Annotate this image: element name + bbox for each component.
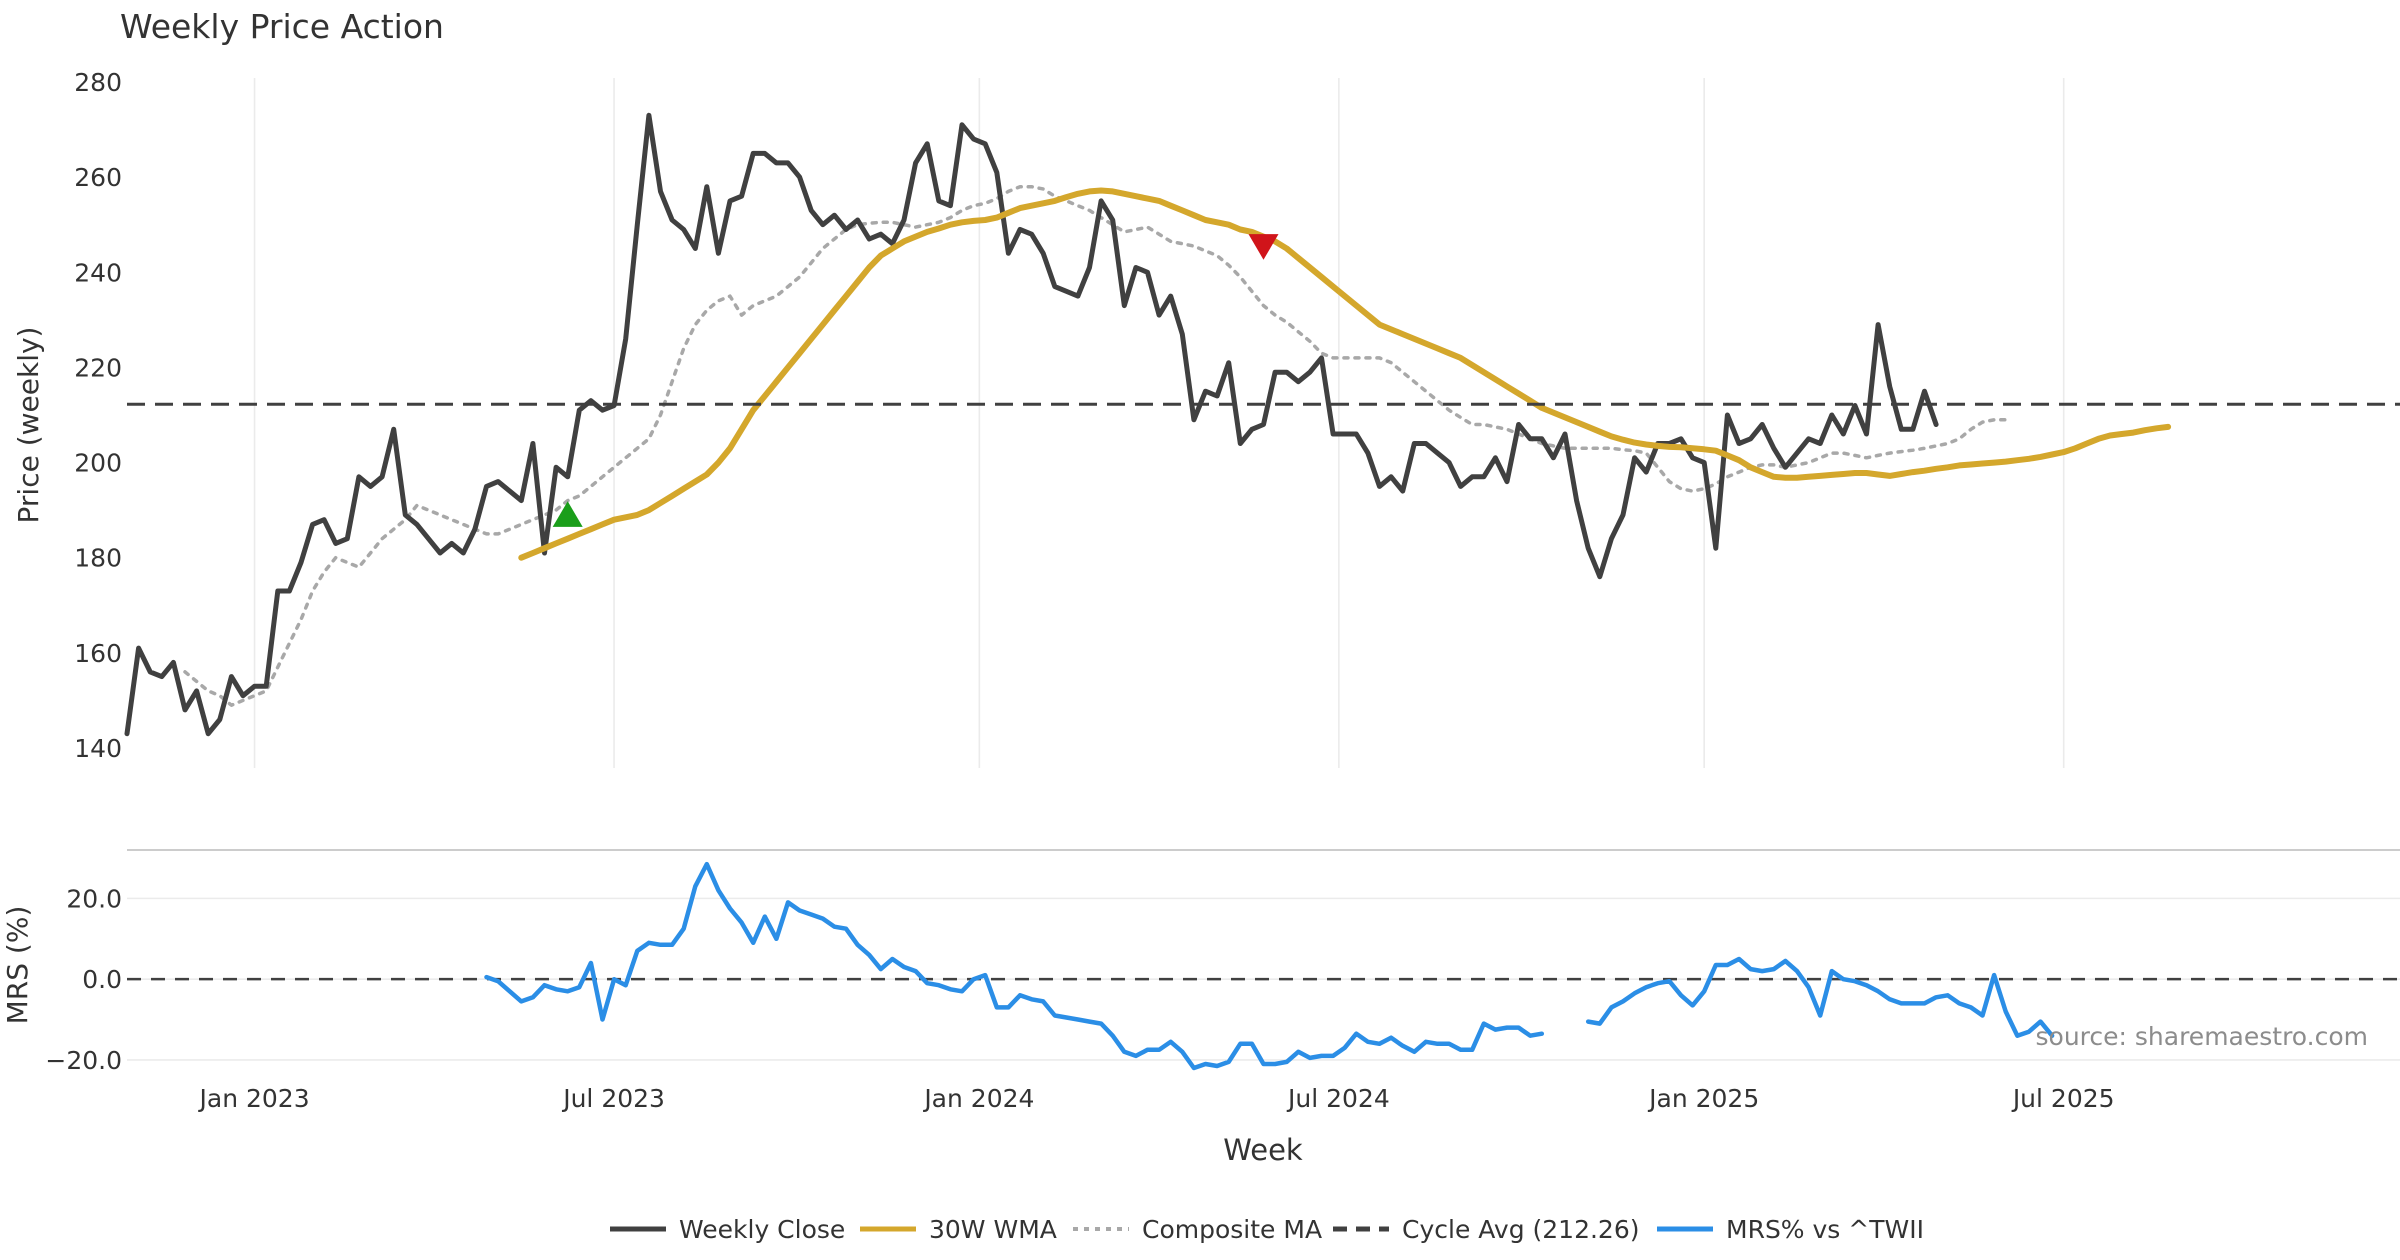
main-panel-grid — [253, 78, 2065, 768]
x-axis: Jan 2023 Jul 2023 Jan 2024 Jul 2024 Jan 2025… — [198, 1084, 2115, 1113]
y-tick-220: 220 — [74, 353, 122, 382]
series-mrs-segment-2 — [1585, 956, 2055, 1038]
mrs-panel-series — [127, 861, 2400, 1071]
y-tick-200: 200 — [74, 449, 122, 478]
legend-label-mrs-vs-twii: MRS% vs ^TWII — [1726, 1215, 1924, 1244]
mrs-tick-0-0: 0.0 — [82, 965, 122, 994]
legend-label-weekly-close: Weekly Close — [679, 1215, 845, 1244]
y-tick-280: 280 — [74, 68, 122, 97]
x-axis-label: Week — [1223, 1133, 1303, 1167]
series-weekly-close — [124, 112, 1939, 737]
x-tick-jul-2024: Jul 2024 — [1286, 1084, 1390, 1113]
y-axis-label-mrs: MRS (%) — [1, 906, 34, 1025]
legend-label-cycle-avg-212-26: Cycle Avg (212.26) — [1402, 1215, 1640, 1244]
y-tick-240: 240 — [74, 258, 122, 287]
chart-title: Weekly Price Action — [120, 7, 444, 46]
mrs-tick-20-0: −20.0 — [45, 1046, 122, 1075]
mrs-tick-20-0: 20.0 — [66, 884, 122, 913]
y-tick-160: 160 — [74, 639, 122, 668]
x-tick-jan-2025: Jan 2025 — [1647, 1084, 1759, 1113]
main-panel-series — [124, 112, 2400, 737]
x-tick-jan-2023: Jan 2023 — [198, 1084, 310, 1113]
y-tick-180: 180 — [74, 544, 122, 573]
series-30w-wma — [518, 187, 2172, 561]
y-tick-140: 140 — [74, 734, 122, 763]
series-mrs-segment-1 — [484, 861, 1545, 1071]
series-composite-ma — [183, 184, 2008, 707]
x-tick-jan-2024: Jan 2024 — [922, 1084, 1034, 1113]
main-panel-y-axis: 140 160 180 200 220 240 260 280 — [74, 68, 122, 763]
source-annotation: source: sharemaestro.com — [2036, 1022, 2369, 1051]
buy-signal-marker — [552, 501, 583, 527]
legend: Weekly Close 30W WMA Composite MA Cycle Avg… — [610, 1215, 1924, 1244]
x-tick-jul-2025: Jul 2025 — [2011, 1084, 2115, 1113]
mrs-panel-y-axis: 20.0 0.0 −20.0 — [45, 884, 122, 1075]
x-tick-jul-2023: Jul 2023 — [561, 1084, 665, 1113]
legend-label-composite-ma: Composite MA — [1142, 1215, 1322, 1244]
y-axis-label-price: Price (weekly) — [12, 327, 45, 524]
y-tick-260: 260 — [74, 163, 122, 192]
sell-signal-marker — [1248, 234, 1279, 260]
legend-label-30w-wma: 30W WMA — [929, 1215, 1057, 1244]
trade-signals — [552, 234, 1279, 527]
